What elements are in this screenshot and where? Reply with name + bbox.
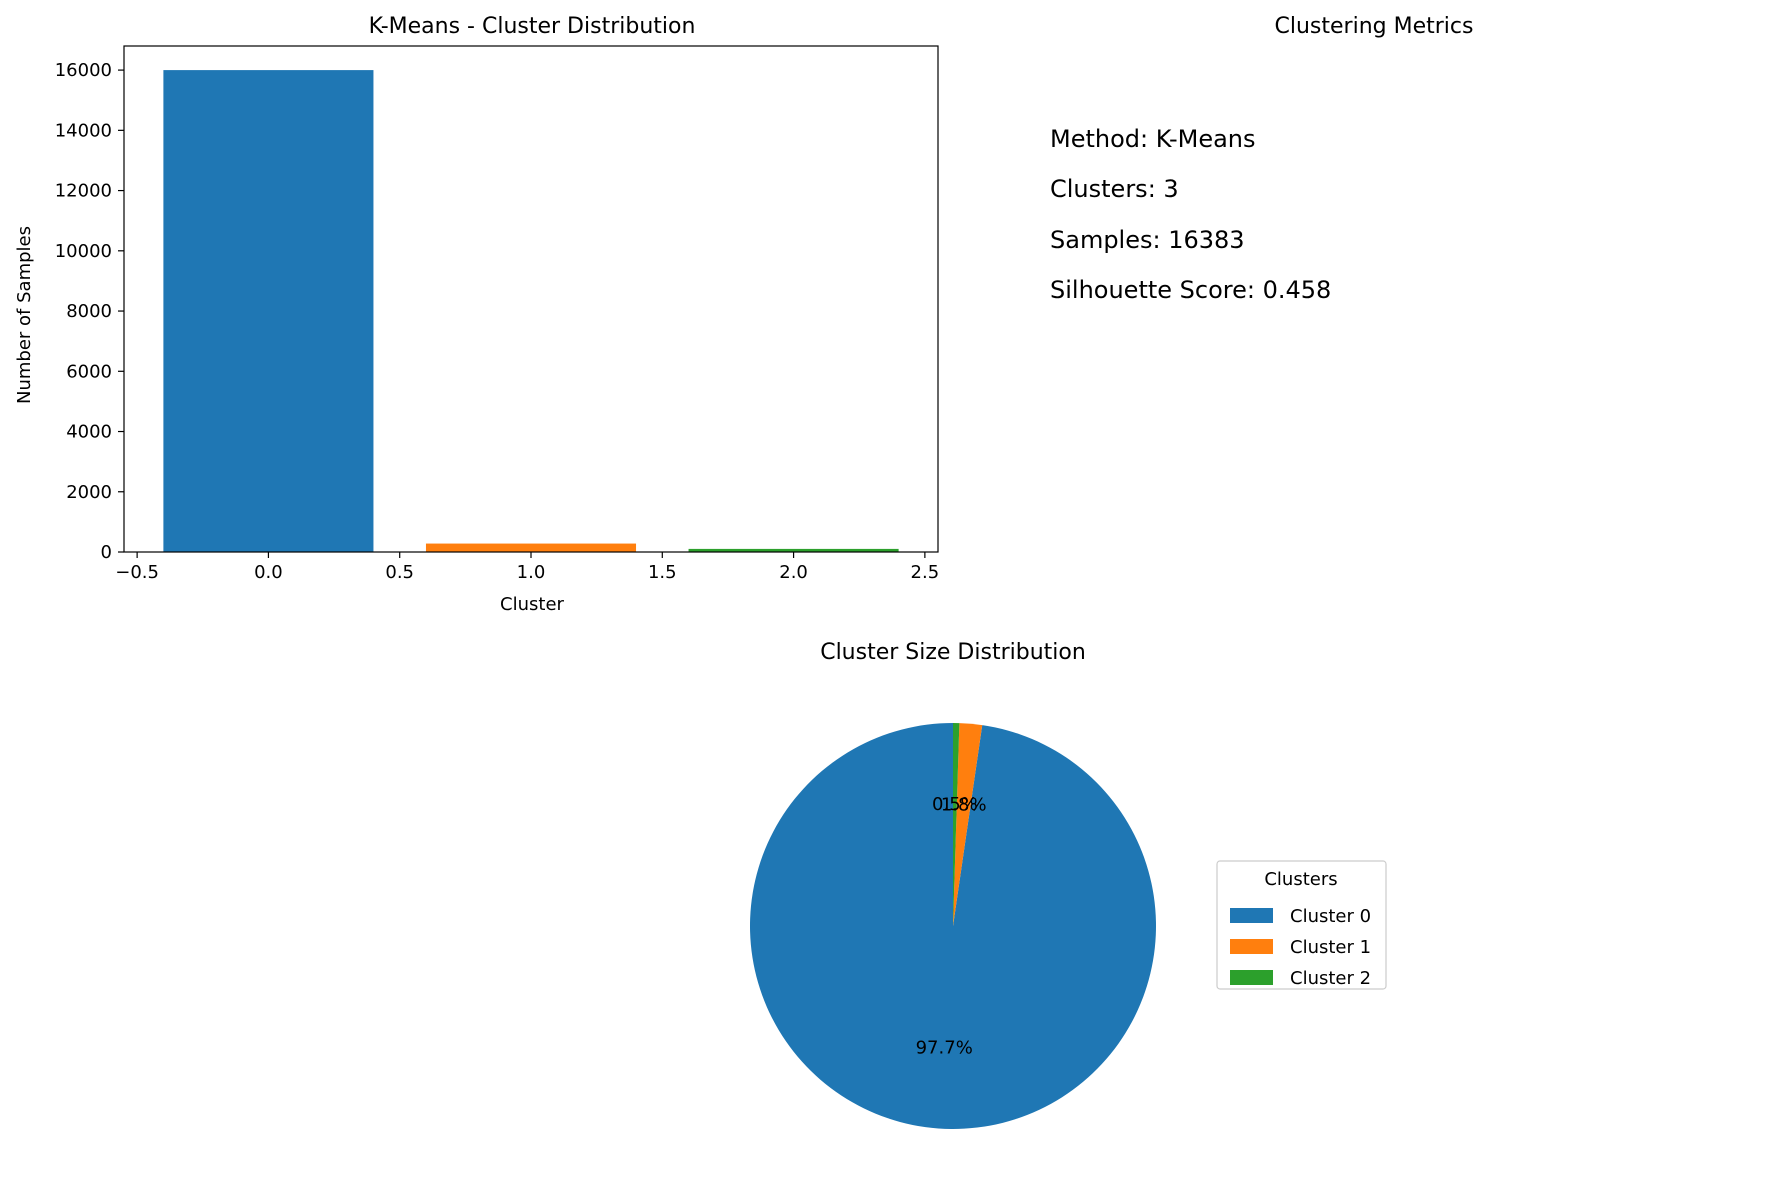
legend-swatch-1 xyxy=(1230,939,1273,954)
bar-plot-area: −0.5 0.0 0.5 1.0 1.5 2.0 2.5 0 2000 4000 6000 8000 1… xyxy=(55,45,940,583)
legend-label-2: Cluster 2 xyxy=(1290,968,1371,989)
x-tick-label: 0.0 xyxy=(254,562,283,583)
metrics-panel: Clustering Metrics Method: K-Means Clust… xyxy=(1050,14,1473,304)
pie-legend: Clusters Cluster 0 Cluster 1 Cluster 2 xyxy=(1216,860,1387,990)
pie-labels: 97.7% 1.8%0.5% xyxy=(916,794,987,1058)
metric-samples: Samples: 16383 xyxy=(1050,226,1245,254)
bar-chart: K-Means - Cluster Distribution −0.5 0.0 0.… xyxy=(14,14,939,615)
pie-slice-0 xyxy=(750,723,1157,1129)
y-tick-label: 6000 xyxy=(66,361,112,382)
pie-chart-title: Cluster Size Distribution xyxy=(820,640,1086,665)
x-tick-label: 2.5 xyxy=(911,562,940,583)
metric-method: Method: K-Means xyxy=(1050,125,1256,153)
x-tick-label: −0.5 xyxy=(115,562,159,583)
pie-pct-label-2: 0.5% xyxy=(932,794,978,815)
metrics-title: Clustering Metrics xyxy=(1275,14,1474,39)
pie-slices xyxy=(750,723,1157,1129)
bar-cluster-0 xyxy=(163,70,374,552)
legend-title: Clusters xyxy=(1264,869,1337,890)
y-tick-label: 12000 xyxy=(55,181,112,202)
metric-silhouette: Silhouette Score: 0.458 xyxy=(1050,276,1331,304)
legend-frame xyxy=(1216,860,1387,990)
pie-pct-label-0: 97.7% xyxy=(916,1037,973,1058)
legend-swatch-0 xyxy=(1230,908,1273,923)
x-tick-label: 1.5 xyxy=(648,562,677,583)
bar-chart-title: K-Means - Cluster Distribution xyxy=(369,14,696,39)
pie-pct-label-1: 1.8% xyxy=(941,795,987,816)
legend-label-1: Cluster 1 xyxy=(1290,937,1371,958)
pie-slice-1 xyxy=(953,723,983,926)
y-tick-label: 16000 xyxy=(55,60,112,81)
legend-label-0: Cluster 0 xyxy=(1290,906,1371,927)
y-tick-label: 14000 xyxy=(55,120,112,141)
y-tick-label: 2000 xyxy=(66,482,112,503)
pie-chart: Cluster Size Distribution 97.7%1.8%0.5% … xyxy=(750,640,1387,1129)
legend-entries: Cluster 0 Cluster 1 Cluster 2 xyxy=(1230,906,1371,989)
y-tick-label: 4000 xyxy=(66,422,112,443)
bar-cluster-1 xyxy=(425,543,637,552)
x-axis-label: Cluster xyxy=(500,594,564,615)
metric-clusters: Clusters: 3 xyxy=(1050,175,1179,203)
pie-slice-2 xyxy=(953,723,960,926)
y-tick-label: 8000 xyxy=(66,301,112,322)
x-tick-label: 0.5 xyxy=(385,562,414,583)
x-tick-label: 2.0 xyxy=(779,562,808,583)
y-tick-label: 0 xyxy=(101,542,112,563)
legend-swatch-2 xyxy=(1230,970,1273,985)
bar-cluster-2 xyxy=(688,548,899,552)
y-tick-label: 10000 xyxy=(55,241,112,262)
y-axis-label: Number of Samples xyxy=(14,226,35,404)
x-tick-label: 1.0 xyxy=(517,562,546,583)
